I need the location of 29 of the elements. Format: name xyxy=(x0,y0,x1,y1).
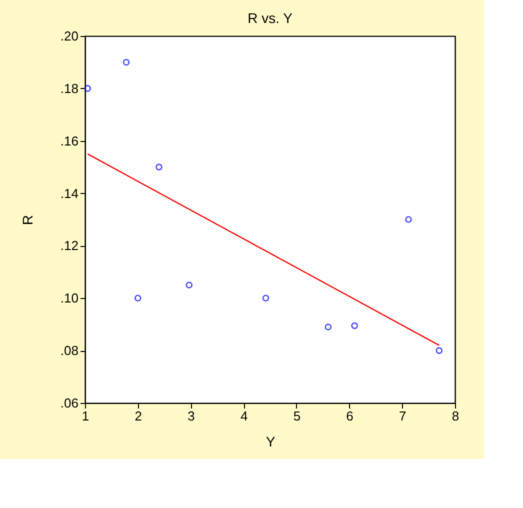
y-tick-label: .06 xyxy=(60,396,78,410)
x-tick-label: 7 xyxy=(399,408,406,424)
y-tick-label: .08 xyxy=(60,343,78,358)
point xyxy=(186,282,193,288)
x-tick-label: 1 xyxy=(82,408,90,424)
point xyxy=(405,216,412,223)
point xyxy=(351,322,358,330)
y-tick-label: .16 xyxy=(60,133,78,148)
point xyxy=(262,294,270,302)
point xyxy=(436,347,443,354)
x-tick-label: 3 xyxy=(188,408,195,424)
x-axis-title: Y xyxy=(266,434,276,450)
y-axis-title: R xyxy=(19,214,36,226)
x-tick-label: 8 xyxy=(452,408,460,424)
point xyxy=(324,324,332,330)
point xyxy=(156,164,162,170)
y-tick-label: .12 xyxy=(60,238,78,254)
y-tick-label: .14 xyxy=(60,186,78,201)
chart-title: R vs. Y xyxy=(248,10,294,26)
x-tick-label: 2 xyxy=(134,408,142,424)
y-tick-label: .20 xyxy=(60,28,78,44)
y-tick-label: .18 xyxy=(60,80,78,96)
x-tick-label: 6 xyxy=(346,408,354,424)
point xyxy=(122,58,130,66)
x-tick-label: 5 xyxy=(293,408,301,424)
x-tick-label: 4 xyxy=(240,408,248,424)
point xyxy=(134,294,142,302)
point xyxy=(84,85,92,92)
y-tick-label: .10 xyxy=(60,290,78,306)
